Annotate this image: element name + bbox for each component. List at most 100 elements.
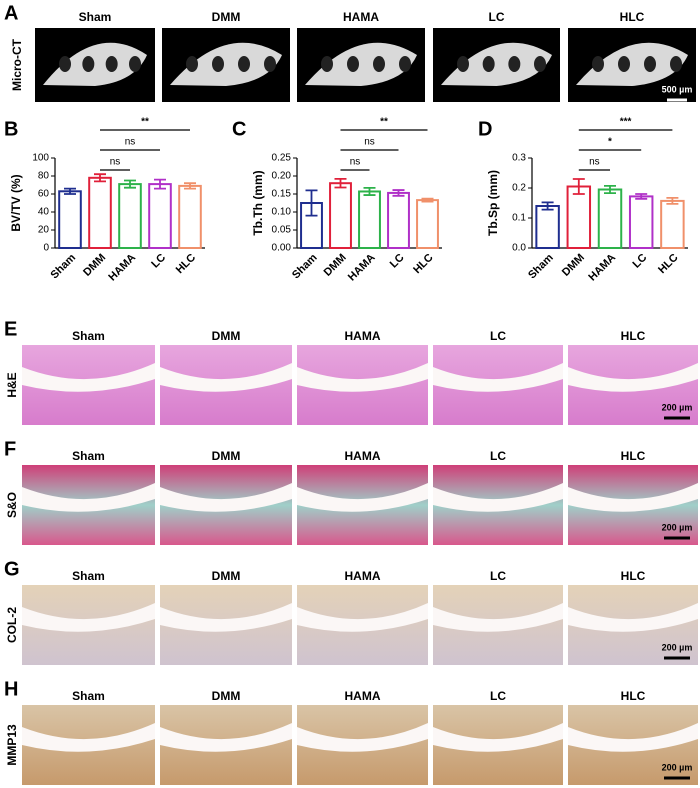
group-label: HLC	[621, 689, 646, 703]
group-label: HAMA	[345, 569, 381, 583]
panel-letter: E	[4, 318, 17, 340]
x-tick-label: Sham	[526, 252, 556, 282]
x-tick-label: HLC	[411, 252, 436, 277]
group-label: LC	[490, 569, 506, 583]
bar	[178, 184, 202, 249]
bone-shape	[576, 42, 688, 86]
pore	[592, 56, 604, 72]
panel-letter: C	[232, 118, 246, 140]
pore	[321, 56, 333, 72]
y-tick-label: 20	[38, 225, 50, 236]
row-label: COL-2	[5, 607, 19, 643]
x-tick-label: HAMA	[586, 252, 618, 284]
bar	[660, 199, 685, 249]
significance-label: ns	[110, 157, 121, 168]
y-tick-label: 0	[43, 243, 49, 254]
error-bar	[421, 197, 434, 203]
joint-space	[568, 723, 698, 752]
panel-letter: B	[4, 118, 18, 140]
joint-space	[22, 483, 155, 512]
pore	[508, 56, 521, 72]
significance-label: ns	[364, 137, 375, 148]
y-tick-label: 80	[38, 171, 50, 182]
y-tick-label: 0.3	[512, 153, 526, 164]
pore	[618, 56, 630, 72]
joint-space	[22, 723, 155, 752]
joint-space	[297, 603, 428, 632]
group-label: Sham	[72, 449, 105, 463]
error-bar	[154, 178, 166, 190]
bar	[628, 195, 654, 249]
group-label: HLC	[621, 569, 646, 583]
group-label: HAMA	[345, 689, 381, 703]
joint-space	[433, 483, 563, 512]
bar	[416, 199, 439, 249]
significance-label: ns	[350, 157, 361, 168]
joint-space	[22, 603, 155, 632]
panel-letter: D	[478, 118, 492, 140]
error-bar	[64, 187, 76, 195]
joint-space	[297, 723, 428, 752]
error-bar	[305, 189, 318, 217]
significance-label: **	[141, 117, 149, 128]
group-label: HLC	[621, 329, 646, 343]
bar	[535, 205, 560, 249]
pore	[59, 56, 71, 72]
joint-space	[22, 363, 155, 392]
error-bar	[392, 189, 405, 197]
x-tick-label: Sham	[290, 252, 320, 282]
group-label: DMM	[212, 689, 241, 703]
bar	[118, 183, 142, 250]
pore	[186, 56, 198, 72]
y-axis-label: Tb.Th (mm)	[251, 170, 265, 235]
error-bar	[666, 197, 679, 205]
significance-label: ns	[589, 157, 600, 168]
bar	[88, 176, 112, 249]
x-tick-label: DMM	[560, 252, 587, 279]
group-label: Sham	[79, 10, 112, 24]
pore	[482, 56, 495, 72]
joint-space	[297, 483, 428, 512]
scale-bar-label: 200 µm	[662, 522, 693, 532]
y-axis-label: BV/TV (%)	[9, 174, 23, 231]
scale-bar-label: 200 µm	[662, 762, 693, 772]
y-tick-label: 0.25	[272, 153, 292, 164]
row-label: Micro-CT	[10, 38, 24, 91]
joint-space	[160, 483, 292, 512]
row-label: MMP13	[5, 724, 19, 766]
error-bar	[635, 193, 648, 200]
y-tick-label: 0.2	[512, 183, 526, 194]
error-bar	[334, 177, 347, 189]
x-tick-label: HLC	[174, 252, 199, 277]
pore	[399, 56, 411, 72]
group-label: LC	[490, 689, 506, 703]
row-label: H&E	[5, 372, 19, 397]
y-tick-label: 100	[32, 153, 49, 164]
x-tick-label: DMM	[81, 252, 108, 279]
group-label: DMM	[212, 10, 241, 24]
pore	[457, 56, 469, 72]
joint-space	[160, 723, 292, 752]
group-label: LC	[490, 449, 506, 463]
scale-bar-label: 500 µm	[662, 84, 693, 94]
y-tick-label: 0.20	[272, 171, 292, 182]
x-tick-label: DMM	[322, 252, 349, 279]
bone-shape	[441, 42, 552, 86]
significance-label: ***	[620, 117, 632, 128]
group-label: HAMA	[343, 10, 379, 24]
significance-label: **	[380, 117, 388, 128]
joint-space	[568, 363, 698, 392]
joint-space	[568, 603, 698, 632]
y-tick-label: 0.05	[272, 225, 292, 236]
joint-space	[433, 603, 563, 632]
x-tick-label: HLC	[656, 252, 681, 277]
pore	[373, 56, 385, 72]
panel-letter: H	[4, 678, 18, 700]
joint-space	[568, 483, 698, 512]
pore	[347, 56, 359, 72]
significance-label: *	[608, 137, 612, 148]
error-bar	[572, 178, 585, 195]
y-tick-label: 0.10	[272, 207, 292, 218]
bar	[566, 185, 592, 249]
